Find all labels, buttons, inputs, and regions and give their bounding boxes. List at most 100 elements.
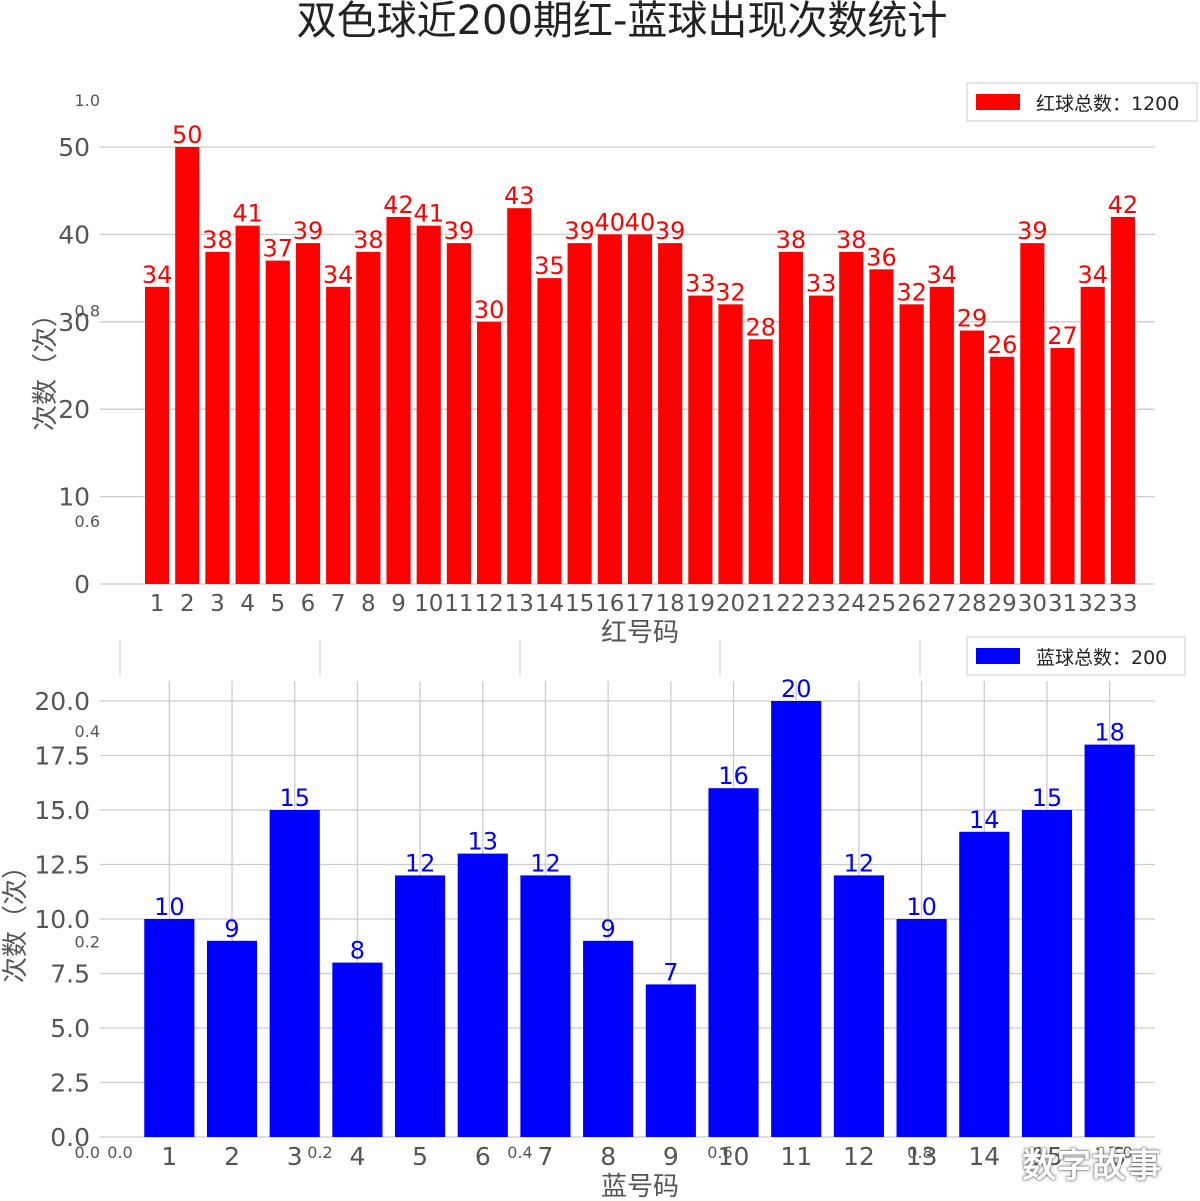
red-bar-18 xyxy=(658,243,683,584)
background-y-tick-4: 0.2 xyxy=(75,933,100,952)
blue-bar-16 xyxy=(1084,744,1135,1137)
red-bar-2 xyxy=(175,147,200,584)
red-x-tick-15: 15 xyxy=(565,591,594,617)
blue-bar-1 xyxy=(144,919,195,1137)
blue-value-label-13: 10 xyxy=(906,893,937,921)
red-value-label-7: 34 xyxy=(323,261,354,289)
red-value-label-5: 37 xyxy=(263,235,294,263)
red-x-tick-27: 27 xyxy=(927,591,956,617)
red-bar-8 xyxy=(356,251,381,584)
red-bar-4 xyxy=(235,225,260,584)
blue-chart-bars xyxy=(144,701,1135,1137)
blue-value-label-11: 20 xyxy=(781,675,812,703)
red-bar-24 xyxy=(839,251,864,584)
red-value-label-29: 26 xyxy=(987,331,1018,359)
red-chart-x-ticks: 1 2 3 4 5 6 7 8 9 10 11 12 13 14 15 16 17 18 19 20 21 22 23 24 2… xyxy=(150,591,1138,617)
red-value-label-17: 40 xyxy=(625,208,656,236)
background-y-tick-0: 1.0 xyxy=(75,91,100,110)
red-bar-20 xyxy=(718,304,743,584)
red-x-tick-26: 26 xyxy=(897,591,926,617)
red-bar-25 xyxy=(869,269,894,584)
blue-y-tick-2: 5.0 xyxy=(50,1014,90,1043)
blue-y-tick-0: 0.0 xyxy=(50,1123,90,1152)
red-x-tick-8: 8 xyxy=(361,591,376,617)
red-value-label-26: 32 xyxy=(896,278,927,306)
red-value-label-2: 50 xyxy=(172,121,203,149)
blue-bar-12 xyxy=(833,875,884,1137)
background-x-tick-1: 0.2 xyxy=(307,1143,332,1162)
blue-value-label-8: 9 xyxy=(601,915,616,943)
red-bar-13 xyxy=(507,208,532,584)
red-y-tick-1: 10 xyxy=(58,483,90,512)
blue-legend-swatch xyxy=(976,648,1020,664)
red-bar-29 xyxy=(990,356,1015,584)
red-x-tick-5: 5 xyxy=(270,591,285,617)
background-x-tick-5: 1.0 xyxy=(1107,1143,1132,1162)
blue-bar-14 xyxy=(959,831,1010,1137)
background-axes: 1.0 0.8 0.6 0.4 0.2 0.0 0.0 0.2 0.4 0.6 0.8 1.0 xyxy=(75,91,1133,1162)
blue-bar-7 xyxy=(520,875,571,1137)
red-x-tick-32: 32 xyxy=(1078,591,1107,617)
blue-value-label-9: 7 xyxy=(663,958,678,986)
red-bar-5 xyxy=(265,260,290,584)
blue-value-label-15: 15 xyxy=(1032,784,1063,812)
blue-chart-y-ticks: 0.0 2.5 5.0 7.5 10.0 12.5 15.0 17.5 20.0 xyxy=(34,687,90,1152)
blue-value-label-14: 14 xyxy=(969,806,1000,834)
red-x-tick-2: 2 xyxy=(180,591,195,617)
blue-x-tick-10: 10 xyxy=(718,1142,750,1171)
background-y-tick-3: 0.4 xyxy=(75,722,100,741)
background-x-tick-4: 0.8 xyxy=(907,1143,932,1162)
red-x-tick-22: 22 xyxy=(776,591,805,617)
blue-value-label-1: 10 xyxy=(154,893,185,921)
blue-chart-ylabel: 次数（次） xyxy=(1,853,31,983)
blue-bar-10 xyxy=(708,788,759,1137)
blue-value-label-12: 12 xyxy=(844,849,875,877)
blue-x-tick-5: 5 xyxy=(412,1142,428,1171)
blue-value-label-2: 9 xyxy=(224,915,239,943)
blue-y-tick-3: 7.5 xyxy=(50,960,90,989)
blue-y-tick-4: 10.0 xyxy=(34,905,90,934)
red-bar-28 xyxy=(959,330,985,584)
blue-x-tick-7: 7 xyxy=(538,1142,554,1171)
red-x-tick-10: 10 xyxy=(414,591,443,617)
red-bar-6 xyxy=(295,243,321,584)
blue-x-tick-12: 12 xyxy=(843,1142,875,1171)
red-x-tick-21: 21 xyxy=(746,591,775,617)
blue-x-tick-1: 1 xyxy=(161,1142,177,1171)
blue-bar-3 xyxy=(269,810,320,1137)
blue-y-tick-6: 15.0 xyxy=(34,796,90,825)
red-value-label-24: 38 xyxy=(836,226,867,254)
red-x-tick-1: 1 xyxy=(150,591,165,617)
blue-x-tick-14: 14 xyxy=(968,1142,1000,1171)
red-value-label-10: 41 xyxy=(413,200,444,228)
red-x-tick-19: 19 xyxy=(686,591,715,617)
blue-bar-5 xyxy=(395,875,446,1137)
blue-y-tick-5: 12.5 xyxy=(34,851,90,880)
blue-x-tick-6: 6 xyxy=(475,1142,491,1171)
red-bar-32 xyxy=(1080,286,1105,584)
blue-bar-13 xyxy=(896,919,947,1137)
red-x-tick-17: 17 xyxy=(625,591,654,617)
background-x-tick-2: 0.4 xyxy=(507,1143,532,1162)
blue-chart-value-labels: 10 9 15 8 12 13 12 9 7 16 20 12 10 14 15 18 xyxy=(154,675,1125,986)
red-bar-27 xyxy=(929,286,954,584)
blue-value-label-16: 18 xyxy=(1094,719,1125,747)
red-bar-7 xyxy=(326,286,351,584)
blue-chart-x-ticks: 1 2 3 4 5 6 7 8 9 10 11 12 13 14 15 16 xyxy=(161,1142,1125,1171)
red-value-label-1: 34 xyxy=(142,261,173,289)
red-legend-label: 红球总数：1200 xyxy=(1036,93,1179,115)
red-chart-bars xyxy=(145,147,1135,585)
red-chart-legend: 红球总数：1200 xyxy=(966,82,1198,122)
red-x-tick-14: 14 xyxy=(535,591,564,617)
red-y-tick-2: 20 xyxy=(58,395,90,424)
watermark: 数字故事 xyxy=(1022,1146,1162,1186)
red-bar-12 xyxy=(477,321,502,584)
red-value-label-14: 35 xyxy=(534,252,565,280)
blue-value-label-6: 13 xyxy=(468,828,499,856)
background-x-tick-0: 0.0 xyxy=(107,1143,132,1162)
red-chart-ylabel: 次数（次） xyxy=(31,301,61,431)
red-x-tick-7: 7 xyxy=(331,591,346,617)
